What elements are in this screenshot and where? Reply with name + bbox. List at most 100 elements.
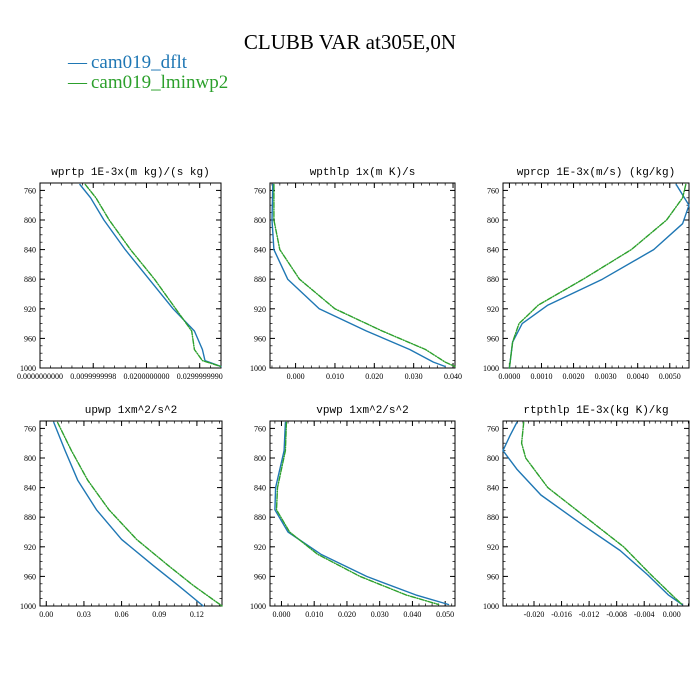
legend-line-lminwp2: — — [68, 72, 87, 93]
plot-frame — [39, 420, 223, 607]
y-tick-label: 880 — [254, 513, 266, 522]
y-tick-label: 800 — [487, 454, 499, 463]
y-tick-label: 840 — [487, 484, 499, 493]
y-tick-label: 800 — [24, 216, 36, 225]
y-tick-label: 960 — [24, 572, 36, 581]
y-tick-label: 920 — [24, 305, 36, 314]
figure-title: CLUBB VAR at305E,0N — [243, 30, 457, 54]
x-tick-label: -0.016 — [551, 610, 572, 619]
series-line-dflt — [79, 183, 222, 368]
series-line-dflt — [271, 183, 446, 368]
series-line-dflt — [274, 421, 450, 606]
y-tick-label: 960 — [254, 334, 266, 343]
x-tick-label: 0.03 — [77, 610, 91, 619]
x-tick-label: 0.0000 — [498, 372, 520, 381]
legend-label-lminwp2: cam019_lminwp2 — [91, 72, 229, 93]
plot-frame — [502, 182, 690, 369]
y-tick-label: 880 — [24, 513, 36, 522]
x-tick-label: 0.010 — [326, 372, 344, 381]
chart-panel-3: wprcp 1E-3x(m/s) (kg/kg) 760 800 840 880 920 9… — [483, 167, 690, 381]
x-tick-label: 0.020 — [365, 372, 383, 381]
y-tick-label: 800 — [24, 454, 36, 463]
series-line-lminwp2 — [273, 183, 456, 368]
x-tick-label: 0.00 — [39, 610, 53, 619]
chart-panel-2: wpthlp 1x(m K)/s 760 800 840 880 920 960 1000 0.… — [250, 167, 462, 381]
y-tick-label: 840 — [254, 246, 266, 255]
plot-frame — [39, 182, 222, 369]
y-tick-label: 800 — [254, 454, 266, 463]
legend-line-dflt: — — [68, 52, 87, 73]
x-tick-label: 0.0200000000 — [123, 372, 169, 381]
x-tick-label: -0.020 — [524, 610, 545, 619]
legend-entry-dflt: — cam019_dflt — [68, 52, 187, 74]
panel-title: wpthlp 1x(m K)/s — [310, 167, 416, 179]
y-tick-label: 760 — [487, 186, 499, 195]
legend-entry-lminwp2: — cam019_lminwp2 — [68, 72, 228, 94]
chart-panel-5: vpwp 1xm^2/s^2 760 800 840 880 920 960 1000 0.00… — [250, 405, 456, 619]
x-tick-label: 0.010 — [305, 610, 323, 619]
x-tick-label: 0.000 — [663, 610, 681, 619]
y-tick-label: 840 — [24, 246, 36, 255]
panel-title: rtpthlp 1E-3x(kg K)/kg — [523, 405, 668, 417]
y-tick-label: 800 — [254, 216, 266, 225]
x-tick-label: 0.0010 — [530, 372, 552, 381]
series-line-lminwp2 — [508, 183, 687, 369]
x-tick-label: 0.000 — [287, 372, 305, 381]
series-line-dflt — [53, 421, 204, 607]
x-tick-label: 0.0040 — [627, 372, 649, 381]
x-tick-label: 0.030 — [405, 372, 423, 381]
y-tick-label: 760 — [254, 424, 266, 433]
plot-frame — [269, 420, 456, 607]
panel-title: vpwp 1xm^2/s^2 — [316, 405, 408, 417]
y-tick-label: 760 — [24, 186, 36, 195]
y-tick-label: 760 — [487, 424, 499, 433]
y-tick-label: 880 — [487, 275, 499, 284]
y-tick-label: 1000 — [250, 602, 266, 611]
x-tick-label: -0.004 — [634, 610, 655, 619]
chart-panel-1: wprtp 1E-3x(m kg)/(s kg) 760 800 840 880 920 9… — [17, 167, 223, 381]
x-tick-label: 0.0299999990 — [177, 372, 223, 381]
y-tick-label: 920 — [254, 543, 266, 552]
x-tick-label: 0.040 — [403, 610, 421, 619]
y-tick-label: 840 — [487, 246, 499, 255]
x-tick-label: 0.0050 — [659, 372, 681, 381]
series-line-dflt — [502, 421, 683, 606]
panel-title: wprtp 1E-3x(m kg)/(s kg) — [51, 167, 209, 179]
x-tick-label: -0.012 — [579, 610, 600, 619]
x-tick-label: 0.040 — [444, 372, 462, 381]
x-tick-label: 0.0020 — [563, 372, 585, 381]
y-tick-label: 920 — [254, 305, 266, 314]
chart-panel-4: upwp 1xm^2/s^2 760 800 840 880 920 960 10000.00… — [20, 405, 223, 619]
x-tick-label: 0.030 — [371, 610, 389, 619]
y-tick-label: 800 — [487, 216, 499, 225]
y-tick-label: 760 — [24, 424, 36, 433]
y-tick-label: 840 — [24, 484, 36, 493]
y-tick-label: 960 — [487, 572, 499, 581]
plot-frame — [502, 420, 690, 607]
x-tick-label: 0.09 — [152, 610, 166, 619]
y-tick-label: 760 — [254, 186, 266, 195]
x-tick-label: 0.12 — [190, 610, 204, 619]
y-tick-label: 960 — [487, 334, 499, 343]
series-line-lminwp2 — [56, 421, 223, 607]
y-tick-label: 1000 — [483, 364, 499, 373]
y-tick-label: 1000 — [20, 602, 36, 611]
legend-label-dflt: cam019_dflt — [91, 52, 188, 73]
x-tick-label: 0.050 — [436, 610, 454, 619]
plot-frame — [269, 182, 456, 369]
y-tick-label: 920 — [24, 543, 36, 552]
x-tick-label: 0.0099999998 — [70, 372, 116, 381]
y-tick-label: 920 — [487, 305, 499, 314]
y-tick-label: 1000 — [20, 364, 36, 373]
y-tick-label: 960 — [254, 572, 266, 581]
x-tick-label: 0.020 — [338, 610, 356, 619]
series-line-lminwp2 — [84, 183, 222, 368]
x-tick-label: 0.06 — [115, 610, 129, 619]
x-tick-label: -0.008 — [606, 610, 627, 619]
x-tick-label: 0.0000000000 — [17, 372, 63, 381]
x-tick-label: 0.0030 — [595, 372, 617, 381]
y-tick-label: 880 — [24, 275, 36, 284]
y-tick-label: 1000 — [250, 364, 266, 373]
series-line-dflt — [508, 183, 690, 369]
